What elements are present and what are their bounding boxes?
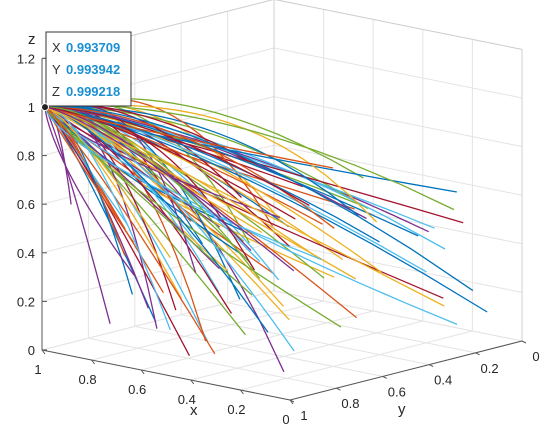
x-tick-mark — [140, 369, 145, 375]
x-tick-mark — [41, 349, 46, 355]
grid-line — [273, 144, 523, 196]
x-tick-label: 0 — [282, 412, 289, 427]
z-tick-label: 0.6 — [17, 197, 35, 212]
y-tick-mark — [336, 387, 341, 391]
datatip-x-value: 0.993709 — [66, 40, 120, 55]
y-tick-mark — [521, 340, 527, 344]
z-tick-label: 1.2 — [17, 51, 35, 66]
tick-labels: 10.80.60.40.20 10.80.60.40.2000.20.40.60.… — [17, 51, 540, 427]
z-tick-label: 0 — [28, 343, 35, 358]
grid-line — [273, 96, 523, 148]
datatip-marker[interactable] — [41, 103, 49, 112]
y-tick-label: 1 — [300, 408, 307, 423]
z-tick-label: 1 — [28, 100, 35, 115]
z-axis-label: z — [28, 31, 36, 48]
grid-line — [273, 290, 523, 342]
y-axis-line — [289, 340, 523, 401]
y-tick-label: 0.8 — [341, 396, 359, 411]
z-tick-label: 0.8 — [17, 149, 35, 164]
grid-line — [240, 330, 473, 391]
grid-line — [273, 193, 523, 245]
y-axis-label: y — [398, 401, 406, 418]
x-tick-label: 0.2 — [227, 402, 245, 417]
box-edge — [274, 0, 523, 50]
grid-line — [190, 320, 423, 381]
grid-line — [41, 241, 275, 302]
grid-line — [141, 310, 374, 371]
x-axis-label: x — [190, 402, 198, 419]
axes-layer — [41, 57, 527, 405]
y-tick-label: 0.6 — [388, 384, 406, 399]
grid-line — [91, 300, 324, 361]
x-tick-label: 0.8 — [79, 372, 97, 387]
datatip[interactable]: X 0.993709 Y 0.993942 Z 0.999218 — [45, 31, 132, 107]
datatip-z-key: Z — [52, 84, 60, 99]
grid-line — [227, 302, 476, 354]
x-tick-label: 0.4 — [178, 392, 196, 407]
y-tick-label: 0.4 — [434, 373, 452, 388]
datatip-box — [45, 31, 132, 107]
datatip-y-key: Y — [52, 62, 61, 77]
y-tick-label: 0.2 — [481, 361, 499, 376]
grid-line — [41, 290, 275, 351]
datatip-z-value: 0.999218 — [66, 84, 120, 99]
y-tick-mark — [428, 364, 434, 368]
grid-line — [134, 325, 383, 377]
x-tick-label: 0.6 — [128, 382, 146, 397]
y-tick-label: 0 — [532, 349, 539, 364]
grid-line — [88, 337, 337, 389]
x-tick-mark — [239, 389, 244, 395]
x-tick-mark — [190, 379, 195, 385]
grid-line — [181, 314, 430, 366]
z-tick-label: 0.4 — [17, 246, 35, 261]
y-tick-mark — [382, 375, 388, 379]
x-tick-mark — [91, 359, 95, 365]
grid-line — [273, 47, 523, 99]
datatip-y-value: 0.993942 — [66, 62, 120, 77]
x-tick-label: 1 — [34, 362, 41, 377]
x-axis-line — [41, 349, 291, 401]
datatip-x-key: X — [52, 40, 61, 55]
y-tick-mark — [475, 352, 480, 356]
grid-line — [273, 241, 523, 293]
y-tick-mark — [289, 399, 295, 403]
z-tick-label: 0.2 — [17, 294, 35, 309]
